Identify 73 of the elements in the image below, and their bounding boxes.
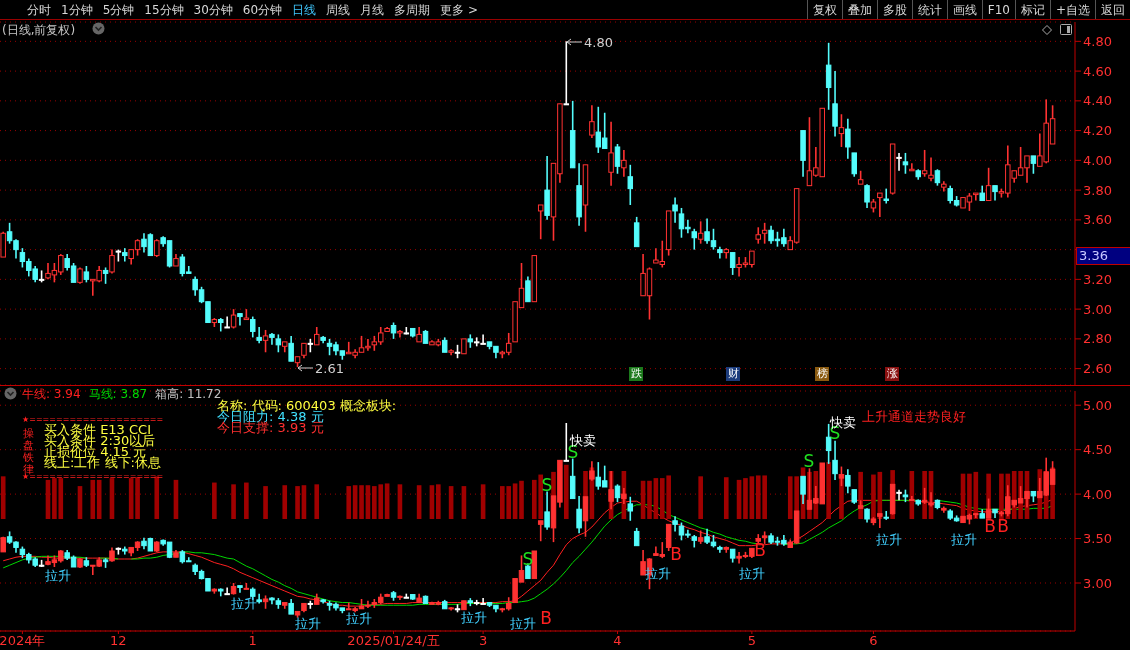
y-tick-label: 4.00 — [1083, 152, 1112, 168]
text: 1分钟 — [60, 2, 94, 19]
annotation: 马线: 3.87 — [88, 387, 148, 401]
y-tick-label: 4.20 — [1083, 123, 1112, 139]
y-tick-label: 4.00 — [1083, 486, 1112, 502]
annotation: 拉升 — [951, 532, 977, 547]
text: F10 — [981, 0, 1015, 19]
x-tick-label: 2024年 — [0, 633, 46, 649]
x-tick-label: 1 — [248, 633, 257, 649]
annotation: 上升通道走势良好 — [862, 409, 966, 424]
text: 叠加 — [841, 0, 877, 19]
annotation: S — [803, 451, 815, 471]
y-tick-label: 5.00 — [1083, 397, 1112, 413]
annotation: 榜 — [815, 367, 829, 381]
text: 月线 — [359, 2, 386, 19]
annotation: 拉升 — [45, 568, 71, 583]
annotation: 拉升 — [876, 532, 902, 547]
x-tick-label: 3 — [478, 633, 488, 649]
annotation: 拉升 — [510, 616, 536, 631]
annotation: 财 — [726, 367, 740, 381]
y-tick-label: 3.80 — [1083, 182, 1112, 198]
annotation: B — [997, 516, 1009, 536]
annotation: 箱高: 11.72 — [155, 387, 222, 401]
y-tick-label: 3.20 — [1083, 271, 1112, 287]
annotation: 操盘铁律 — [23, 427, 34, 476]
text: 更多 > — [439, 2, 479, 19]
y-tick-label: 3.00 — [1083, 301, 1112, 317]
text: 分时 — [26, 2, 52, 19]
annotation: 拉升 — [295, 616, 321, 631]
text: 30分钟 — [192, 2, 234, 19]
y-tick-label: 3.50 — [1083, 531, 1112, 547]
annotation: 拉升 — [346, 611, 372, 626]
y-tick-label: 2.60 — [1083, 361, 1112, 377]
text: 多股 — [876, 0, 912, 19]
annotation: 涨 — [885, 367, 899, 381]
annotation: 跌 — [629, 367, 643, 381]
x-tick-label: 2025/01/24/五 — [347, 633, 440, 649]
text: 返回 — [1095, 0, 1130, 19]
y-tick-label: 3.60 — [1083, 212, 1112, 228]
x-tick-label: 12 — [110, 633, 127, 649]
x-tick-label: 5 — [747, 633, 756, 649]
text: 标记 — [1014, 0, 1050, 19]
text: 统计 — [911, 0, 947, 19]
annotation: B — [984, 516, 996, 536]
annotation: 4.80 — [584, 34, 613, 50]
y-tick-label: 4.40 — [1083, 93, 1112, 109]
annotation: B — [540, 608, 552, 628]
annotation: 2.61 — [315, 360, 344, 376]
annotation: B — [754, 540, 766, 560]
text: 画线 — [946, 0, 982, 19]
x-tick-label: 6 — [869, 633, 878, 649]
annotation: B — [670, 544, 682, 564]
text: 5分钟 — [101, 2, 136, 19]
text: 15分钟 — [143, 2, 185, 19]
annotation: 拉升 — [739, 566, 765, 581]
text: +自选 — [1049, 0, 1095, 19]
text: 周线 — [325, 2, 352, 19]
x-tick-label: 4 — [613, 633, 622, 649]
annotation: 拉升 — [231, 596, 257, 611]
annotation: ★==================== — [22, 414, 164, 424]
text: 60分钟 — [241, 2, 284, 19]
annotation: 牛线: 3.94 — [22, 387, 81, 401]
text: 复权 — [806, 0, 842, 19]
annotation: 拉升 — [461, 610, 487, 625]
y-tick-label: 2.80 — [1083, 331, 1112, 347]
text: 3.36 — [1076, 247, 1130, 265]
y-tick-label: 3.00 — [1083, 575, 1112, 591]
chart-title: (日线,前复权) — [2, 22, 76, 39]
y-tick-label: 4.50 — [1083, 442, 1112, 458]
y-tick-label: 4.80 — [1083, 33, 1112, 49]
text: 日线 — [291, 2, 318, 19]
text: 多周期 — [393, 2, 432, 19]
y-tick-label: 4.60 — [1083, 63, 1112, 79]
